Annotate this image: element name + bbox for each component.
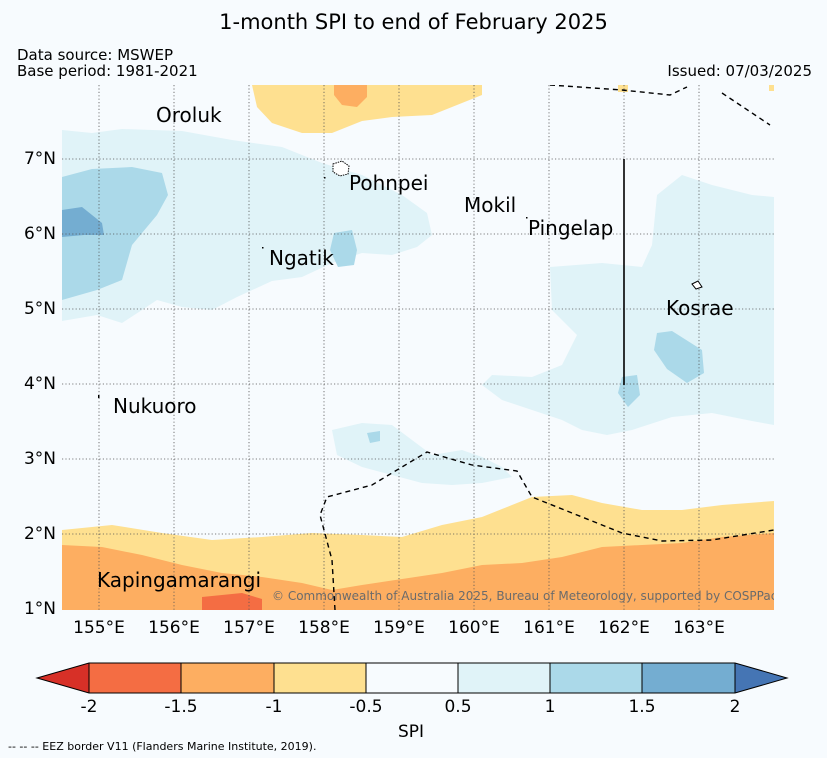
page-title: 1-month SPI to end of February 2025 xyxy=(219,10,608,34)
y-tick-7n: 7°N xyxy=(23,149,56,169)
ngatik-island xyxy=(262,247,264,249)
colorbar-below-arrow xyxy=(37,663,89,693)
eez-footnote: -- -- -- EEZ border V11 (Flanders Marine… xyxy=(8,740,317,753)
x-tick-159: 159°E xyxy=(373,618,425,638)
eez-borders xyxy=(319,85,774,610)
label-mokil: Mokil xyxy=(464,193,516,217)
region-spi-1-1.5-south xyxy=(367,431,380,443)
colorbar-label-1.5: 1.5 xyxy=(628,697,656,717)
colorbar-above-arrow xyxy=(735,663,787,693)
y-tick-2n: 2°N xyxy=(23,524,56,544)
base-period: Base period: 1981-2021 xyxy=(17,62,198,80)
label-kosrae: Kosrae xyxy=(666,296,734,320)
pingelap-island xyxy=(526,217,528,219)
colorbar-label--0.5: -0.5 xyxy=(349,697,383,717)
eez-south xyxy=(319,451,774,610)
y-tick-3n: 3°N xyxy=(23,449,56,469)
x-tick-162: 162°E xyxy=(598,618,650,638)
y-tick-5n: 5°N xyxy=(23,299,56,319)
x-tick-157: 157°E xyxy=(223,618,275,638)
region-spi-1-1.5-west xyxy=(62,167,168,300)
colorbar-bin-6 xyxy=(550,663,642,693)
copyright-notice: © Commonwealth of Australia 2025, Bureau… xyxy=(272,589,774,603)
spi-map: Oroluk Pohnpei Mokil Pingelap Ngatik Kos… xyxy=(62,85,774,610)
x-tick-163: 163°E xyxy=(673,618,725,638)
region-spi--1--0.5-ne2 xyxy=(769,85,774,91)
colorbar-bin-2 xyxy=(181,663,274,693)
kosrae-island xyxy=(691,280,703,290)
colorbar-bin-5 xyxy=(458,663,550,693)
region-spi--1.5--1-south xyxy=(62,533,774,610)
region-spi--1.5--1-north xyxy=(334,85,367,107)
label-nukuoro: Nukuoro xyxy=(113,394,197,418)
y-tick-4n: 4°N xyxy=(23,374,56,394)
y-tick-6n: 6°N xyxy=(23,224,56,244)
colorbar-label-0.5: 0.5 xyxy=(444,697,472,717)
label-oroluk: Oroluk xyxy=(156,103,222,127)
spi-colorbar xyxy=(35,662,789,694)
colorbar-bin-7 xyxy=(642,663,735,693)
ant-atoll-island xyxy=(324,177,326,179)
label-pohnpei: Pohnpei xyxy=(349,171,429,195)
label-pingelap: Pingelap xyxy=(528,216,613,240)
label-kapingamarangi: Kapingamarangi xyxy=(97,568,261,592)
colorbar-label-1: 1 xyxy=(544,697,556,717)
region-spi-1-1.5-ngatik xyxy=(330,230,357,267)
colorbar-bin-1 xyxy=(89,663,181,693)
nukuoro-island xyxy=(98,395,100,398)
colorbar-bin-3 xyxy=(274,663,366,693)
x-tick-155: 155°E xyxy=(73,618,125,638)
colorbar-label--1: -1 xyxy=(265,697,283,717)
region-spi-1-1.5-kosrae xyxy=(654,331,704,383)
region-spi--1--0.5-north xyxy=(252,85,482,133)
colorbar-label--2: -2 xyxy=(80,697,98,717)
x-tick-156: 156°E xyxy=(148,618,200,638)
colorbar-label--1.5: -1.5 xyxy=(164,697,198,717)
colorbar-outline xyxy=(35,662,789,694)
colorbar-label-2: 2 xyxy=(729,697,741,717)
x-tick-161: 161°E xyxy=(523,618,575,638)
x-tick-160: 160°E xyxy=(448,618,500,638)
region-spi--2--1.5-south xyxy=(202,593,262,610)
issued-date: Issued: 07/03/2025 xyxy=(667,62,812,80)
region-spi-1.5-2-west xyxy=(62,207,104,237)
eez-north xyxy=(549,85,688,96)
y-tick-1n: 1°N xyxy=(23,599,56,619)
x-tick-158: 158°E xyxy=(298,618,350,638)
eez-northeast xyxy=(721,92,771,126)
label-ngatik: Ngatik xyxy=(269,246,334,270)
pohnpei-island xyxy=(332,160,350,177)
colorbar-title: SPI xyxy=(398,722,425,742)
colorbar-bin-4 xyxy=(366,663,458,693)
data-source: Data source: MSWEP xyxy=(17,46,174,64)
